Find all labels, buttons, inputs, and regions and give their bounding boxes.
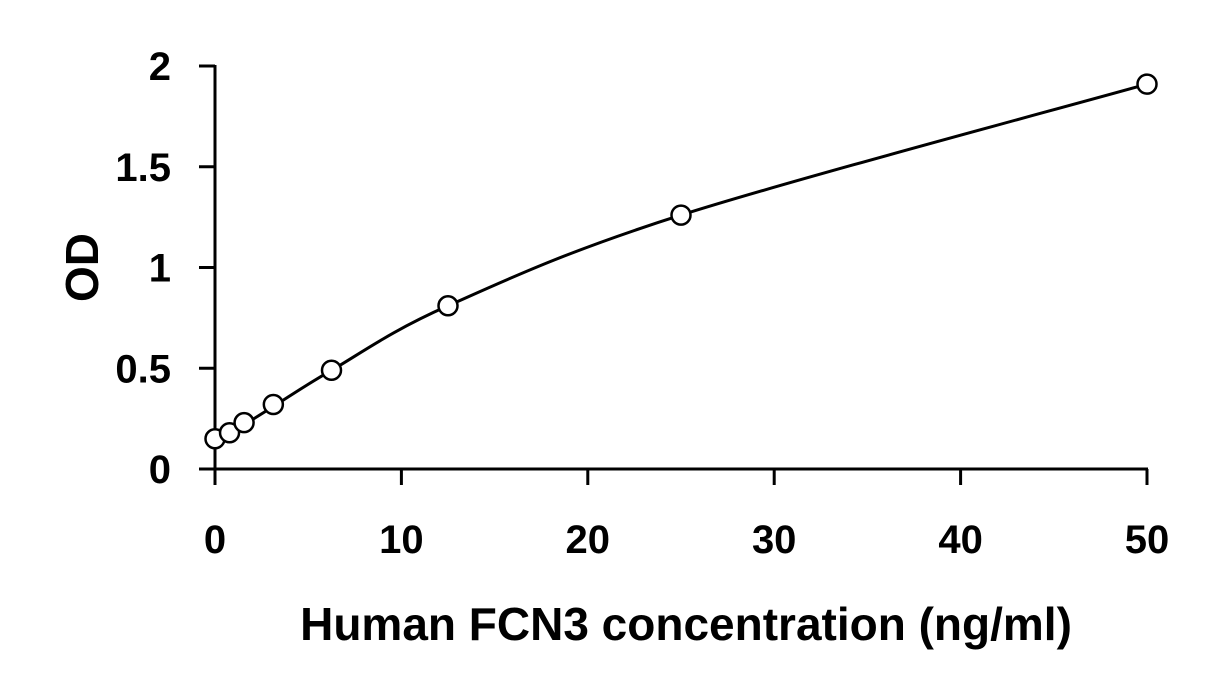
- data-point: [320, 359, 343, 382]
- fit-curve: [214, 82, 1148, 441]
- data-point: [437, 295, 459, 317]
- x-tick-label: 10: [379, 518, 424, 562]
- x-axis-title: Human FCN3 concentration (ng/ml): [300, 598, 1072, 650]
- y-axis-title: OD: [56, 233, 108, 302]
- x-tick-label: 40: [938, 518, 983, 562]
- y-tick-label: 1: [149, 247, 171, 291]
- x-tick-label: 0: [204, 518, 226, 562]
- x-ticks: 0 10 20 30 40 50: [204, 469, 1169, 562]
- y-tick-label: 0: [149, 448, 171, 492]
- data-point: [218, 421, 241, 444]
- axes: [213, 65, 1148, 471]
- points-layer: [204, 73, 1158, 450]
- x-tick-label: 30: [752, 518, 797, 562]
- fit-layer: [214, 82, 1148, 441]
- y-tick-label: 0.5: [115, 347, 171, 391]
- data-point: [262, 393, 285, 416]
- y-tick-label: 2: [149, 45, 171, 89]
- data-point: [233, 411, 255, 434]
- y-ticks: 0 0.5 1 1.5 2: [115, 45, 215, 492]
- x-tick-label: 20: [566, 518, 611, 562]
- x-tick-label: 50: [1125, 518, 1170, 562]
- y-tick-label: 1.5: [115, 146, 171, 190]
- data-point: [1136, 73, 1158, 95]
- data-point: [670, 204, 692, 226]
